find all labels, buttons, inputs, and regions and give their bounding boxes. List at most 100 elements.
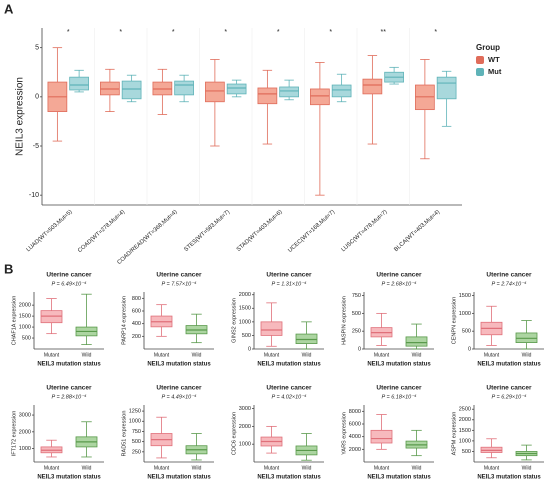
y-tick-label: 2000 <box>19 303 31 309</box>
x-axis-label: NEIL3 mutation status <box>367 475 431 481</box>
y-axis-label: CENPN expression <box>451 297 457 344</box>
y-tick-label: 500 <box>242 333 251 339</box>
box <box>405 336 428 347</box>
x-axis-label: NEIL3 mutation status <box>37 475 101 481</box>
significance: * <box>329 29 332 36</box>
y-tick-label: 4000 <box>349 434 361 440</box>
y-tick-label: 1500 <box>239 306 251 312</box>
x-tick-label: LUSC(WT=478,Mut=7) <box>341 209 389 253</box>
box <box>226 83 247 95</box>
x-tick-label: STES(WT=583,Mut=7) <box>183 209 231 253</box>
significance: * <box>224 29 227 36</box>
y-tick-label: 600 <box>132 308 141 314</box>
significance: * <box>277 29 280 36</box>
chart-subtitle: P = 6.18×10⁻⁴ <box>381 393 417 400</box>
y-tick-label: 500 <box>22 335 31 341</box>
chart-subtitle: P = 2.74×10⁻⁴ <box>491 280 527 287</box>
significance: ** <box>381 29 387 36</box>
chart-title: Uterine cancer <box>266 385 312 392</box>
x-tick-label: STAD(WT=403,Mut=6) <box>236 209 284 253</box>
x-axis-label: NEIL3 mutation status <box>147 362 211 368</box>
legend-swatch <box>476 68 484 76</box>
y-tick-label: 1000 <box>239 319 251 325</box>
x-tick-label: COAD/READ(WT=368,Mut=4) <box>116 209 178 266</box>
x-tick-label: Wild <box>82 465 92 471</box>
y-tick-label: 1000 <box>459 438 471 444</box>
box <box>436 76 457 100</box>
y-tick-label: 1250 <box>129 409 141 415</box>
y-axis-label: RAD51 expression <box>121 411 127 457</box>
x-tick-label: Mutant <box>374 465 390 471</box>
y-axis-label: CDC6 expression <box>231 412 237 455</box>
x-tick-label: Mutant <box>484 465 500 471</box>
y-tick-label: 200 <box>132 334 141 340</box>
y-tick-label: 1500 <box>459 428 471 434</box>
y-tick-label: 2000 <box>239 424 251 430</box>
box <box>257 87 278 105</box>
y-tick-label: 800 <box>132 296 141 302</box>
y-tick-label: 500 <box>132 439 141 445</box>
box <box>331 84 352 98</box>
y-axis-label: IFT172 expression <box>11 411 17 457</box>
y-tick-label: 0 <box>358 346 361 352</box>
legend-swatch <box>476 56 484 64</box>
x-tick-label: Wild <box>192 465 202 471</box>
y-tick-label: 500 <box>462 449 471 455</box>
y-axis-label: CHAF1A expression <box>11 296 17 346</box>
chart-title: Uterine cancer <box>266 272 312 279</box>
box <box>279 86 299 98</box>
y-tick-label: 1000 <box>239 442 251 448</box>
y-axis-label: NEIL3 expression <box>15 77 26 156</box>
box <box>362 78 383 95</box>
x-tick-label: Wild <box>412 465 422 471</box>
y-tick-label: 2000 <box>19 429 31 435</box>
y-tick-label: 2000 <box>239 292 251 298</box>
y-tick-label: 2000 <box>459 417 471 423</box>
box <box>69 76 89 91</box>
significance: * <box>119 29 122 36</box>
x-tick-label: Mutant <box>44 465 60 471</box>
chart-subtitle: P = 4.49×10⁻⁴ <box>161 393 197 400</box>
y-tick-label: 1500 <box>19 314 31 320</box>
x-axis-label: NEIL3 mutation status <box>37 362 101 368</box>
y-axis-label: GINS2 expression <box>231 298 237 343</box>
x-tick-label: Mutant <box>264 352 280 358</box>
chart-subtitle: P = 2.88×10⁻⁴ <box>51 393 87 400</box>
y-tick-label: -10 <box>29 192 39 199</box>
panel-label: B <box>4 261 13 276</box>
x-tick-label: BLCA(WT=403,Mut=4) <box>393 209 441 253</box>
chart-title: Uterine cancer <box>156 272 202 279</box>
x-tick-label: Wild <box>302 465 312 471</box>
chart-subtitle: P = 6.29×10⁻⁴ <box>491 393 527 400</box>
y-tick-label: 0 <box>248 346 251 352</box>
x-axis-label: NEIL3 mutation status <box>257 362 321 368</box>
chart-title: Uterine cancer <box>376 272 422 279</box>
y-tick-label: 1000 <box>19 325 31 331</box>
chart-title: Uterine cancer <box>486 385 532 392</box>
chart-subtitle: P = 2.68×10⁻⁴ <box>381 280 417 287</box>
y-tick-label: 5 <box>35 45 39 52</box>
significance: * <box>434 29 437 36</box>
y-tick-label: 6000 <box>349 421 361 427</box>
y-tick-label: 3000 <box>19 413 31 419</box>
chart-subtitle: P = 1.31×10⁻⁴ <box>271 280 307 287</box>
legend-label: Mut <box>488 67 502 76</box>
x-tick-label: COAD(WT=278,Mut=4) <box>77 209 126 254</box>
y-tick-label: 8000 <box>349 409 361 415</box>
x-tick-label: Wild <box>192 352 202 358</box>
panel-label: A <box>4 1 14 16</box>
y-tick-label: 250 <box>132 449 141 455</box>
chart-subtitle: P = 6.49×10⁻⁴ <box>51 280 87 287</box>
x-tick-label: Wild <box>522 352 532 358</box>
chart-title: Uterine cancer <box>376 385 422 392</box>
chart-title: Uterine cancer <box>46 272 92 279</box>
x-axis-label: NEIL3 mutation status <box>257 475 321 481</box>
y-tick-label: 0 <box>35 94 39 101</box>
x-tick-label: Wild <box>412 352 422 358</box>
x-tick-label: Mutant <box>264 465 280 471</box>
box <box>174 80 194 96</box>
x-tick-label: Wild <box>82 352 92 358</box>
y-tick-label: 1500 <box>459 293 471 299</box>
legend-label: WT <box>488 55 500 64</box>
x-tick-label: Mutant <box>44 352 60 358</box>
